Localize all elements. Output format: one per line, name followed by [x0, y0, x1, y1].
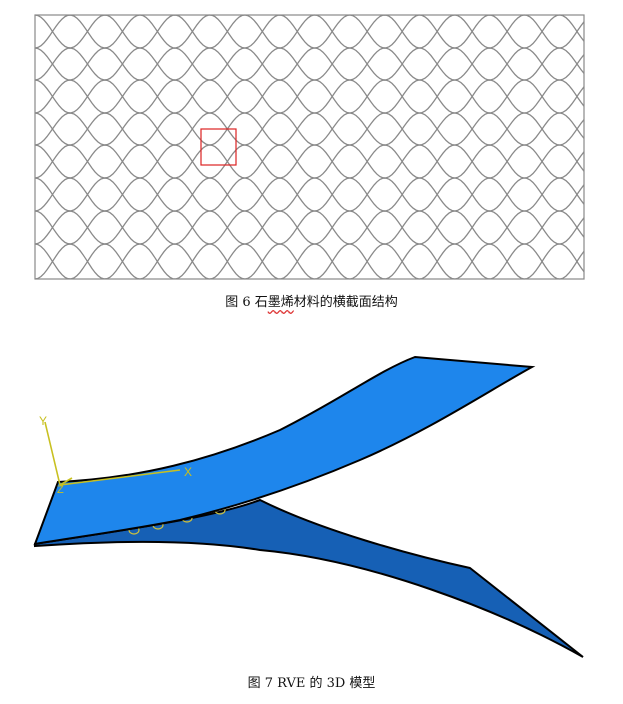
axis-y-label: Y [39, 414, 47, 428]
wave-line [34, 144, 585, 179]
wave-line [34, 112, 585, 146]
axis-z-line [59, 477, 73, 486]
coordinate-axes [44, 421, 181, 486]
wave-line [34, 47, 585, 81]
wave-line [34, 112, 585, 146]
wave-line [34, 79, 585, 114]
fig6-highlight-box [200, 128, 237, 166]
rve-upper-surface [33, 355, 536, 546]
axis-z-label: Z [57, 484, 64, 496]
rve-lower-surface [34, 498, 584, 658]
figure-7-caption: 图 7 RVE 的 3D 模型 [247, 676, 376, 691]
wave-line [34, 144, 585, 179]
figure-6-cross-section [34, 14, 585, 280]
figure-7-rve-model: Y X Z [33, 355, 584, 658]
axis-y-line [44, 421, 61, 486]
wave-line [34, 14, 585, 49]
wave-line [34, 210, 585, 245]
axis-x-label: X [184, 465, 192, 479]
wave-line [34, 243, 585, 280]
axis-x-line [59, 469, 181, 486]
figure-6-caption: 图 6 石墨烯材料的横截面结构 [225, 295, 398, 310]
wave-line [34, 243, 585, 280]
wave-line [34, 210, 585, 245]
wave-line [34, 177, 585, 212]
wave-line [34, 14, 585, 49]
wave-line [34, 47, 585, 81]
fig6-wave-lines [34, 14, 585, 280]
wave-line [34, 177, 585, 212]
wave-line [34, 79, 585, 114]
fig6-frame [34, 14, 585, 280]
